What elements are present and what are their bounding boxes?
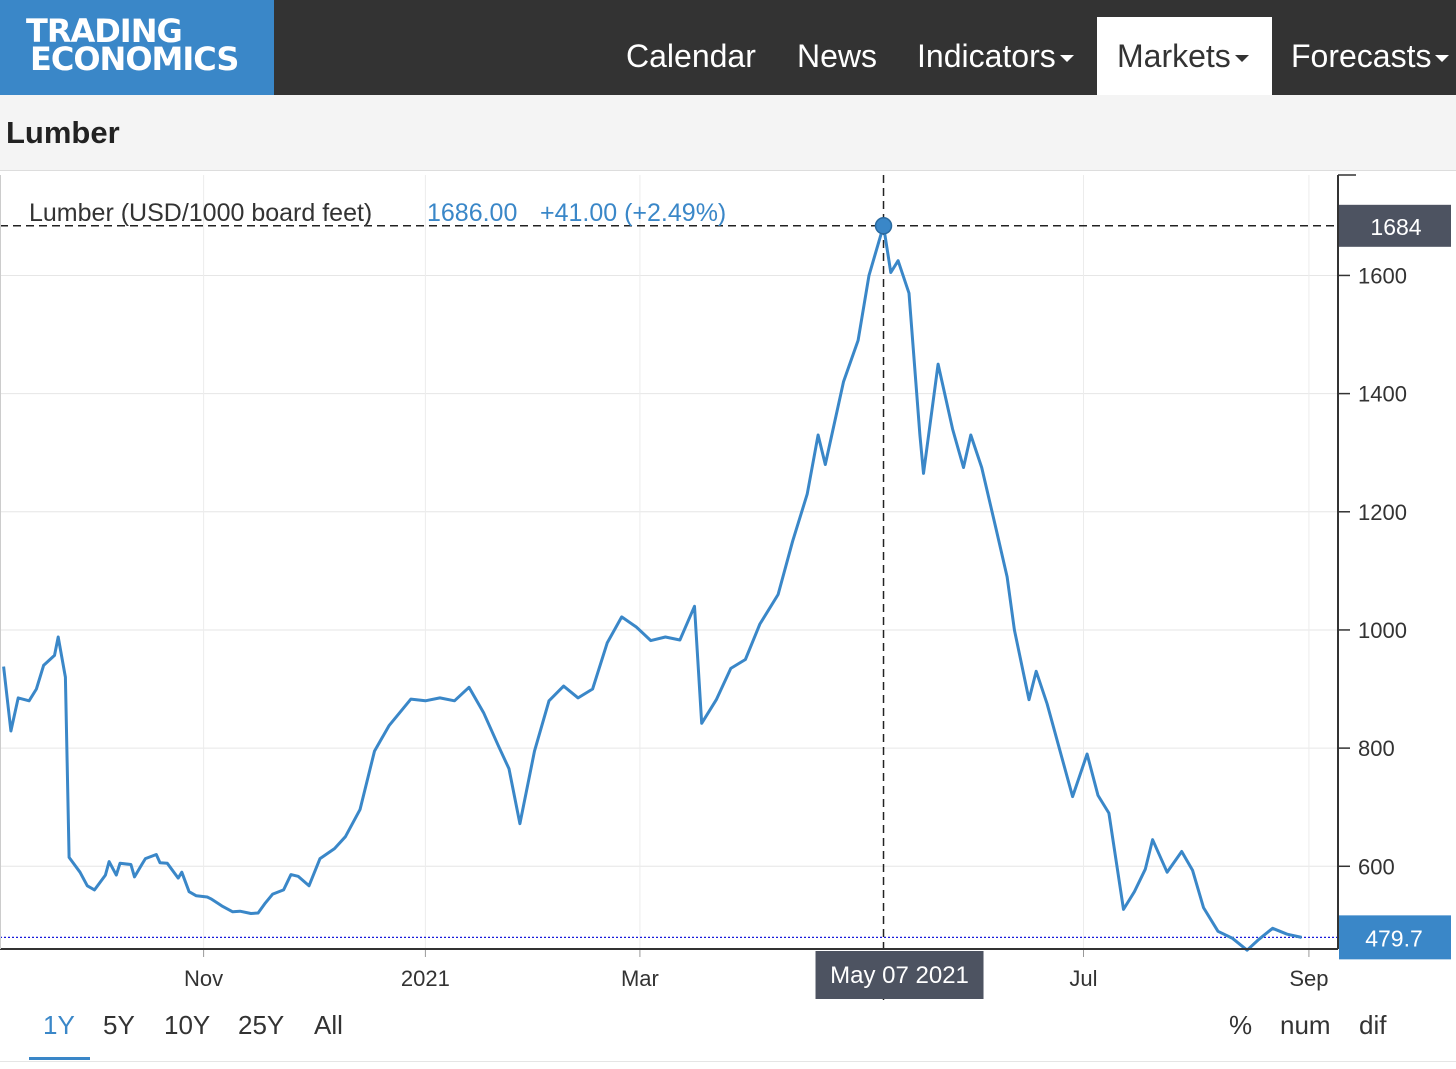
highlight-point: [874, 217, 893, 235]
nav-indicators-label: Indicators: [917, 38, 1056, 74]
chart-grid: [0, 175, 1338, 949]
chart-reference-lines: [0, 175, 1338, 1000]
y-tick-label: 1200: [1358, 500, 1407, 525]
active-range-underline: [29, 1057, 90, 1060]
range-button-5y[interactable]: 5Y: [103, 1010, 135, 1040]
mode-dif-button[interactable]: dif: [1359, 1010, 1387, 1040]
nav-forecasts[interactable]: Forecasts: [1291, 0, 1450, 95]
tooltip-change: +41.00 (+2.49%): [540, 199, 726, 227]
lumber-chart[interactable]: 600 800 1000 1200 1400 1600 Nov 2021 Mar Jul Sep L…: [0, 172, 1456, 1002]
chart-tooltip: Lumber (USD/1000 board feet) 1686.00 +41…: [29, 199, 726, 227]
crosshair-value-label: 1684: [1370, 214, 1421, 240]
nav-news-label: News: [797, 38, 878, 74]
caret-down-icon: [1234, 55, 1249, 63]
logo-line2: ECONOMICS: [30, 40, 239, 78]
y-tick-label: 600: [1358, 854, 1395, 879]
chart-plot: [2, 217, 1302, 952]
range-button-all[interactable]: All: [314, 1010, 343, 1040]
chart-axes: 600 800 1000 1200 1400 1600 Nov 2021 Mar Jul Sep: [0, 174, 1407, 991]
x-tick-label: Mar: [621, 966, 659, 991]
bottom-divider: [0, 1061, 1456, 1062]
mode-num-button[interactable]: num: [1280, 1010, 1331, 1040]
y-tick-label: 1600: [1358, 263, 1407, 288]
trading-economics-logo[interactable]: TRADING ECONOMICS: [0, 0, 274, 95]
x-tick-label: 2021: [401, 966, 450, 991]
crosshair-value-box: [1339, 204, 1451, 247]
nav-news[interactable]: News: [797, 0, 877, 95]
caret-down-icon: [1059, 55, 1074, 63]
crosshair-date-label: May 07 2021: [830, 962, 969, 989]
range-button-1y[interactable]: 1Y: [43, 1010, 75, 1040]
title-bar: [0, 95, 1456, 171]
chart-value-labels: 1684 479.7 May 07 2021: [815, 204, 1451, 999]
y-tick-label: 1000: [1358, 618, 1407, 643]
tooltip-value: 1686.00: [427, 199, 517, 227]
x-tick-label: Jul: [1069, 966, 1097, 991]
range-button-10y[interactable]: 10Y: [164, 1010, 211, 1040]
top-nav-bar: TRADING ECONOMICS Calendar News Indicato…: [0, 0, 1456, 95]
page-title: Lumber: [6, 115, 120, 150]
logo-line1: TRADING: [26, 12, 183, 50]
x-tick-label: Nov: [184, 966, 223, 991]
nav-markets[interactable]: Markets: [1097, 17, 1272, 95]
last-value-label: 479.7: [1365, 925, 1423, 951]
caret-down-icon: [1435, 55, 1450, 63]
nav-calendar[interactable]: Calendar: [626, 0, 756, 95]
y-tick-label: 800: [1358, 736, 1395, 761]
series-line-lumber: [2, 224, 1302, 952]
nav-calendar-label: Calendar: [626, 38, 756, 74]
range-button-25y[interactable]: 25Y: [238, 1010, 285, 1040]
nav-forecasts-label: Forecasts: [1291, 38, 1432, 74]
tooltip-series-label: Lumber (USD/1000 board feet): [29, 199, 372, 227]
y-tick-label: 1400: [1358, 382, 1407, 407]
nav-markets-label: Markets: [1117, 38, 1231, 74]
mode-percent-button[interactable]: %: [1229, 1010, 1253, 1040]
crosshair-date-box: [815, 951, 984, 999]
last-value-box: [1339, 915, 1451, 960]
x-tick-label: Sep: [1289, 966, 1328, 991]
nav-indicators[interactable]: Indicators: [917, 0, 1074, 95]
